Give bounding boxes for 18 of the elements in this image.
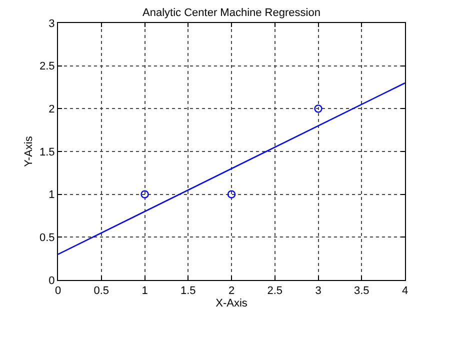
y-tick-label: 0 <box>48 274 55 287</box>
y-axis-title: Y-Axis <box>23 136 36 167</box>
x-tick-label: 2.5 <box>267 285 283 298</box>
y-tick-label: 1 <box>48 189 55 202</box>
x-tick-label: 0.5 <box>94 285 110 298</box>
x-axis-title: X-Axis <box>216 297 248 310</box>
x-tick-label: 4 <box>402 285 408 298</box>
chart-title: Analytic Center Machine Regression <box>142 7 320 20</box>
x-tick-label: 1.5 <box>180 285 196 298</box>
x-tick-label: 3.5 <box>354 285 370 298</box>
x-tick-label: 2 <box>228 285 235 298</box>
x-tick-label: 3 <box>315 285 322 298</box>
y-tick-label: 1.5 <box>40 146 55 158</box>
y-tick-label: 0.5 <box>40 232 55 244</box>
y-tick-label: 2.5 <box>40 60 55 73</box>
y-tick-label: 3 <box>48 18 55 30</box>
x-tick-label: 1 <box>142 285 148 298</box>
y-tick-label: 2 <box>48 104 55 116</box>
